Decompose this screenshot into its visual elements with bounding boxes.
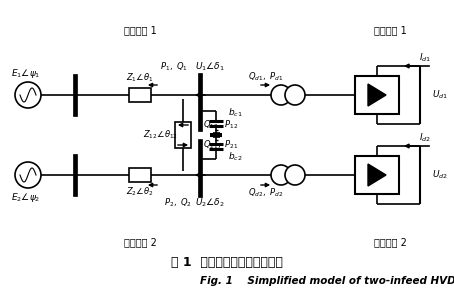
Text: $E_2\angle\psi_2$: $E_2\angle\psi_2$ bbox=[11, 191, 41, 203]
Text: $P_1,\ Q_1$: $P_1,\ Q_1$ bbox=[160, 61, 188, 73]
Text: $Q_{12},\ P_{12}$: $Q_{12},\ P_{12}$ bbox=[203, 119, 238, 131]
Bar bbox=[73, 74, 77, 116]
Bar bbox=[355, 76, 399, 114]
Text: $U_1\angle\delta_1$: $U_1\angle\delta_1$ bbox=[195, 61, 225, 73]
Text: $Z_1\angle\theta_1$: $Z_1\angle\theta_1$ bbox=[126, 72, 154, 84]
Circle shape bbox=[15, 162, 41, 188]
Polygon shape bbox=[368, 84, 386, 106]
Bar bbox=[355, 156, 399, 194]
Text: 交流系统 1: 交流系统 1 bbox=[123, 25, 156, 35]
Text: 直流系统 1: 直流系统 1 bbox=[374, 25, 406, 35]
Bar bbox=[129, 88, 151, 102]
Text: 直流系统 2: 直流系统 2 bbox=[374, 237, 406, 247]
Circle shape bbox=[271, 85, 291, 105]
Text: $Z_{12}\angle\theta_{12}$: $Z_{12}\angle\theta_{12}$ bbox=[143, 129, 178, 141]
Text: $U_{d2}$: $U_{d2}$ bbox=[432, 169, 448, 181]
Bar bbox=[175, 122, 191, 148]
Text: $U_{d1}$: $U_{d1}$ bbox=[432, 89, 448, 101]
Bar bbox=[198, 139, 202, 197]
Circle shape bbox=[285, 85, 305, 105]
Bar bbox=[198, 73, 202, 131]
Text: 交流系统 2: 交流系统 2 bbox=[123, 237, 157, 247]
Text: 图 1  两馈入直流系统简化模型: 图 1 两馈入直流系统简化模型 bbox=[171, 257, 283, 270]
Bar bbox=[129, 168, 151, 182]
Text: $Q_{21},\ P_{21}$: $Q_{21},\ P_{21}$ bbox=[203, 139, 238, 151]
Text: $I_{d1}$: $I_{d1}$ bbox=[419, 52, 431, 64]
Text: $Z_2\angle\theta_2$: $Z_2\angle\theta_2$ bbox=[126, 186, 154, 198]
Text: $U_2\angle\delta_2$: $U_2\angle\delta_2$ bbox=[195, 197, 225, 209]
Text: $Q_{d2},\ P_{d2}$: $Q_{d2},\ P_{d2}$ bbox=[248, 187, 284, 199]
Text: Fig. 1    Simplified model of two-infeed HVDC: Fig. 1 Simplified model of two-infeed HV… bbox=[200, 276, 454, 286]
Text: $b_{c1}$: $b_{c1}$ bbox=[228, 107, 243, 119]
Circle shape bbox=[15, 82, 41, 108]
Polygon shape bbox=[368, 164, 386, 186]
Text: $E_1\angle\psi_1$: $E_1\angle\psi_1$ bbox=[11, 66, 41, 80]
Text: $P_2,\ Q_2$: $P_2,\ Q_2$ bbox=[164, 197, 192, 209]
Bar bbox=[73, 154, 77, 196]
Circle shape bbox=[271, 165, 291, 185]
Text: $b_{c2}$: $b_{c2}$ bbox=[228, 151, 242, 163]
Circle shape bbox=[285, 165, 305, 185]
Text: $I_{d2}$: $I_{d2}$ bbox=[419, 132, 431, 144]
Text: $Q_{d1},\ P_{d1}$: $Q_{d1},\ P_{d1}$ bbox=[248, 71, 284, 83]
